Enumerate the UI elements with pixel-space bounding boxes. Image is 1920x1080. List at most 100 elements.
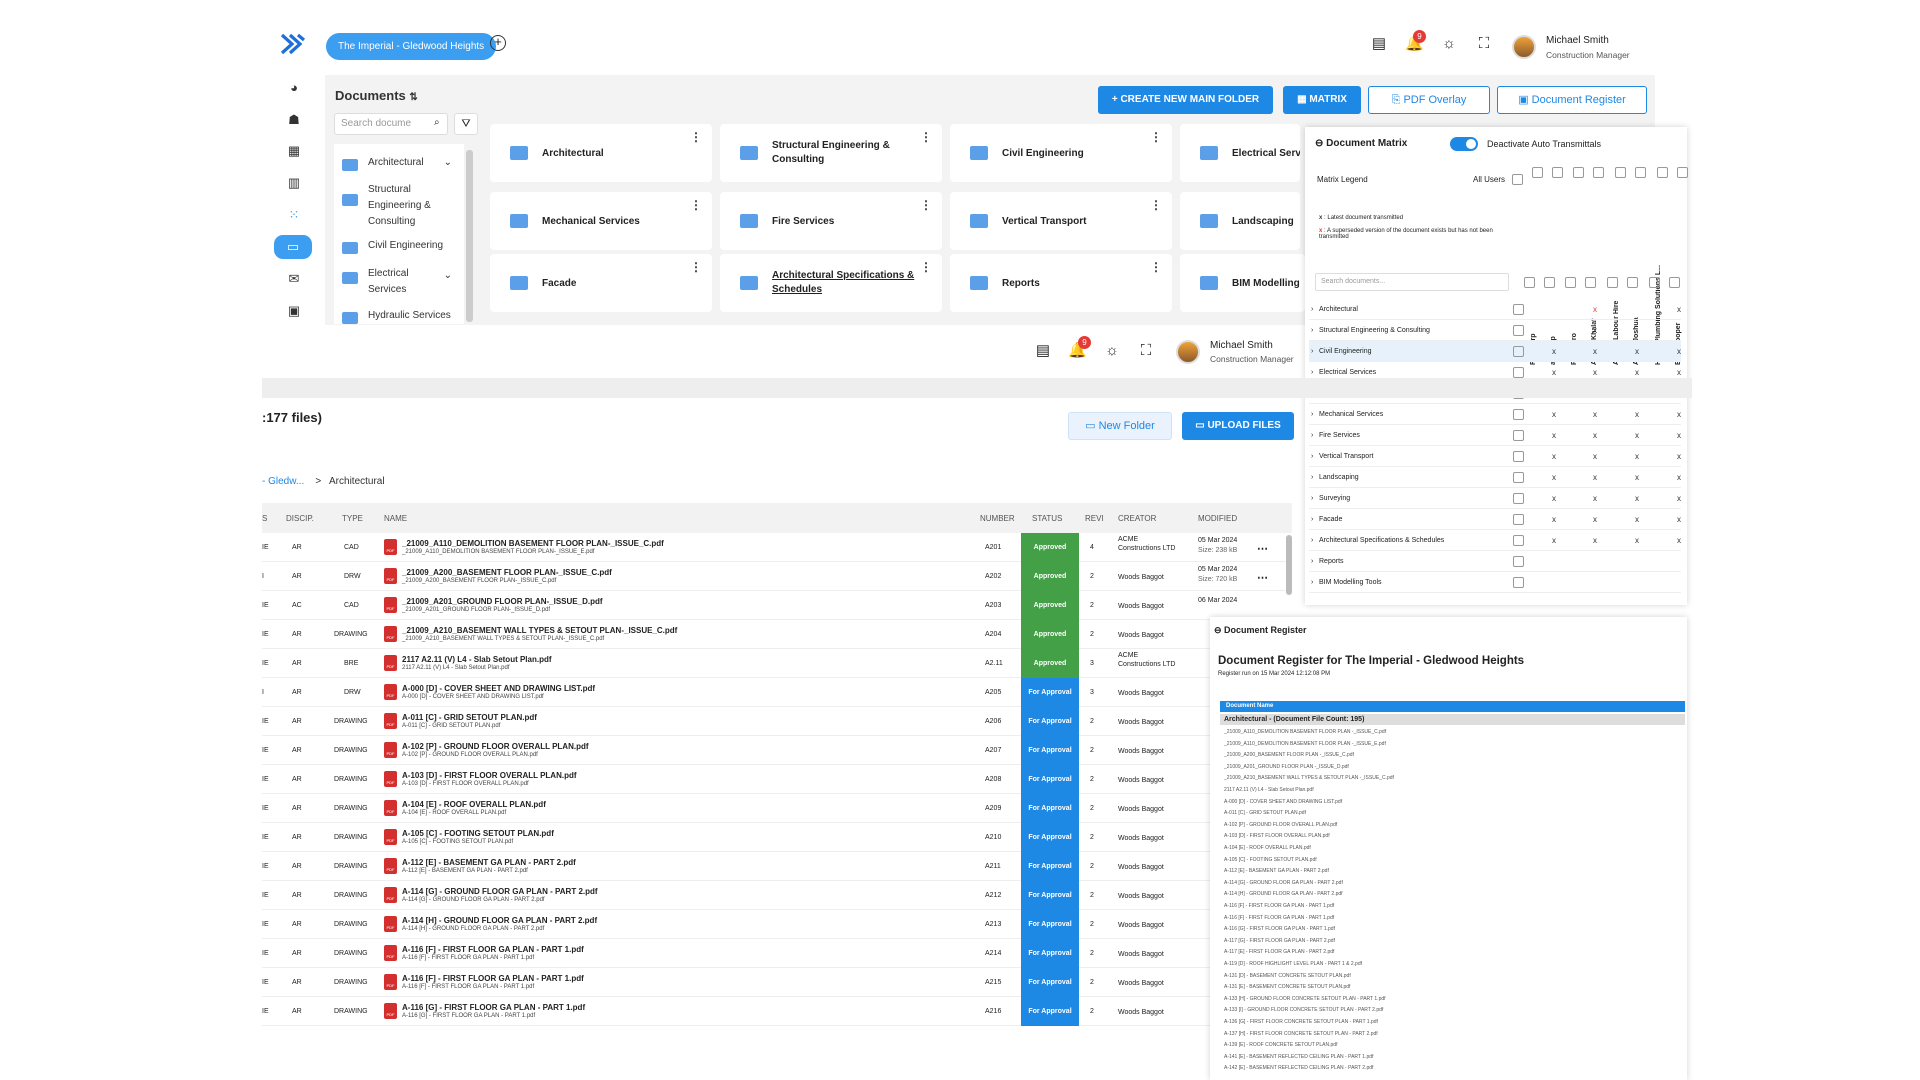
- create-folder-button[interactable]: + CREATE NEW MAIN FOLDER: [1098, 86, 1273, 114]
- folder-card[interactable]: Reports ⋮: [950, 254, 1172, 312]
- folder-card[interactable]: Vertical Transport ⋮: [950, 192, 1172, 250]
- matrix-row-checkbox[interactable]: [1513, 472, 1524, 483]
- matrix-column-checkbox[interactable]: [1552, 167, 1563, 178]
- more-icon[interactable]: ⋮: [690, 198, 702, 212]
- new-folder-button[interactable]: ▭ New Folder: [1068, 412, 1172, 440]
- tree-item-civil[interactable]: Civil Engineering: [342, 240, 443, 254]
- chevron-right-icon[interactable]: ›: [1311, 432, 1314, 439]
- chevron-right-icon[interactable]: ›: [1311, 516, 1314, 523]
- matrix-row[interactable]: Reports ›: [1309, 551, 1681, 572]
- avatar[interactable]: [1176, 340, 1200, 364]
- matrix-column-checkbox[interactable]: [1524, 277, 1535, 288]
- table-row[interactable]: I AR DRW PDF _21009_A200_BASEMENT FLOOR PLAN…: [262, 562, 1292, 591]
- search-input[interactable]: Search docume: [334, 113, 448, 135]
- upload-files-button[interactable]: ▭ UPLOAD FILES: [1182, 412, 1294, 440]
- cell-file-name[interactable]: 2117 A2.11 (V) L4 - Slab Setout Plan.pdf: [402, 655, 552, 664]
- pdf-overlay-button[interactable]: ⎘ PDF Overlay: [1368, 86, 1490, 114]
- matrix-column-checkbox[interactable]: [1532, 167, 1543, 178]
- dashboard-icon[interactable]: ◕: [290, 80, 298, 95]
- more-icon[interactable]: ⋯: [1257, 543, 1268, 555]
- more-icon[interactable]: ⋮: [1150, 198, 1162, 212]
- matrix-row[interactable]: Architectural Specifications & Schedules…: [1309, 530, 1681, 551]
- cell-file-name[interactable]: _21009_A200_BASEMENT FLOOR PLAN-_ISSUE_C…: [402, 568, 612, 577]
- matrix-row-checkbox[interactable]: [1513, 430, 1524, 441]
- matrix-row-checkbox[interactable]: [1513, 304, 1524, 315]
- matrix-row[interactable]: Landscaping › x x x x: [1309, 467, 1681, 488]
- matrix-row-checkbox[interactable]: [1513, 367, 1524, 378]
- chevron-right-icon[interactable]: ›: [1311, 495, 1314, 502]
- project-selector[interactable]: The Imperial - Gledwood Heights: [326, 33, 497, 60]
- matrix-column-checkbox[interactable]: [1565, 277, 1576, 288]
- table-row[interactable]: IE AR DRAWING PDF A-116 [F] - FIRST FLOOR GA…: [262, 939, 1292, 968]
- scrollbar[interactable]: [1286, 535, 1292, 595]
- chevron-right-icon[interactable]: ›: [1311, 453, 1314, 460]
- tree-item-structural[interactable]: Structural Engineering & Consulting: [342, 182, 442, 230]
- matrix-button[interactable]: ▦ MATRIX: [1283, 86, 1361, 114]
- cell-file-name[interactable]: A-116 [F] - FIRST FLOOR GA PLAN - PART 1…: [402, 945, 584, 954]
- matrix-column-checkbox[interactable]: [1657, 167, 1668, 178]
- matrix-column-checkbox[interactable]: [1593, 167, 1604, 178]
- matrix-column-checkbox[interactable]: [1635, 167, 1646, 178]
- table-row[interactable]: IE AR DRAWING PDF A-011 [C] - GRID SETOUT PL…: [262, 707, 1292, 736]
- fullscreen-icon[interactable]: ⛶: [1478, 35, 1490, 52]
- matrix-column-checkbox[interactable]: [1607, 277, 1618, 288]
- grid-dots-icon[interactable]: ⁙: [288, 207, 300, 222]
- chevron-right-icon[interactable]: ›: [1311, 579, 1314, 586]
- register-back[interactable]: ⊖ Document Register: [1214, 625, 1307, 635]
- matrix-row[interactable]: Facade › x x x x: [1309, 509, 1681, 530]
- app-logo-icon[interactable]: [280, 33, 306, 55]
- matrix-row-checkbox[interactable]: [1513, 514, 1524, 525]
- cell-file-name[interactable]: A-105 [C] - FOOTING SETOUT PLAN.pdf: [402, 829, 554, 838]
- table-row[interactable]: IE AR DRAWING PDF _21009_A210_BASEMENT WALL …: [262, 620, 1292, 649]
- matrix-row-checkbox[interactable]: [1513, 451, 1524, 462]
- folder-card[interactable]: Electrical Servi: [1180, 124, 1300, 182]
- matrix-row-checkbox[interactable]: [1513, 556, 1524, 567]
- matrix-row-checkbox[interactable]: [1513, 535, 1524, 546]
- folder-card[interactable]: Landscaping: [1180, 192, 1300, 250]
- table-row[interactable]: IE AR CAD PDF _21009_A110_DEMOLITION BASEMEN…: [262, 533, 1292, 562]
- cell-file-name[interactable]: A-104 [E] - ROOF OVERALL PLAN.pdf: [402, 800, 546, 809]
- cell-file-name[interactable]: A-114 [G] - GROUND FLOOR GA PLAN - PART …: [402, 887, 598, 896]
- chevron-right-icon[interactable]: ›: [1311, 306, 1314, 313]
- auto-transmittal-toggle[interactable]: [1450, 137, 1478, 151]
- cell-file-name[interactable]: A-000 [D] - COVER SHEET AND DRAWING LIST…: [402, 684, 596, 693]
- more-icon[interactable]: ⋮: [920, 260, 932, 274]
- matrix-row[interactable]: Vertical Transport › x x x x: [1309, 446, 1681, 467]
- filter-button[interactable]: ⛛: [454, 113, 478, 135]
- table-row[interactable]: IE AR DRAWING PDF A-105 [C] - FOOTING SETOUT…: [262, 823, 1292, 852]
- matrix-row-checkbox[interactable]: [1513, 325, 1524, 336]
- table-row[interactable]: IE AR BRE PDF 2117 A2.11 (V) L4 - Slab Setou…: [262, 649, 1292, 678]
- cell-file-name[interactable]: A-112 [E] - BASEMENT GA PLAN - PART 2.pd…: [402, 858, 576, 867]
- table-row[interactable]: IE AR DRAWING PDF A-114 [G] - GROUND FLOOR G…: [262, 881, 1292, 910]
- table-row[interactable]: IE AR DRAWING PDF A-104 [E] - ROOF OVERALL P…: [262, 794, 1292, 823]
- cell-file-name[interactable]: A-011 [C] - GRID SETOUT PLAN.pdf: [402, 713, 537, 722]
- table-row[interactable]: IE AR DRAWING PDF A-116 [F] - FIRST FLOOR GA…: [262, 968, 1292, 997]
- chevron-right-icon[interactable]: ›: [1311, 537, 1314, 544]
- matrix-row[interactable]: Structural Engineering & Consulting › x: [1309, 320, 1681, 341]
- matrix-column-checkbox[interactable]: [1649, 277, 1660, 288]
- matrix-column-checkbox[interactable]: [1615, 167, 1626, 178]
- more-icon[interactable]: ⋮: [920, 130, 932, 144]
- matrix-column-checkbox[interactable]: [1573, 167, 1584, 178]
- matrix-row[interactable]: Fire Services › x x x x: [1309, 425, 1681, 446]
- matrix-column-checkbox[interactable]: [1585, 277, 1596, 288]
- matrix-column-checkbox[interactable]: [1544, 277, 1555, 288]
- table-row[interactable]: IE AR DRAWING PDF A-116 [G] - FIRST FLOOR GA…: [262, 997, 1292, 1026]
- tree-item-hydraulic[interactable]: Hydraulic Services: [342, 310, 451, 324]
- matrix-column-checkbox[interactable]: [1669, 277, 1680, 288]
- chevron-down-icon[interactable]: ⌄: [443, 270, 452, 281]
- table-row[interactable]: IE AR DRAWING PDF A-103 [D] - FIRST FLOOR OV…: [262, 765, 1292, 794]
- chevron-right-icon[interactable]: ›: [1311, 327, 1314, 334]
- more-icon[interactable]: ⋮: [1150, 260, 1162, 274]
- book-icon[interactable]: ▥: [287, 175, 301, 190]
- folder-card[interactable]: Structural Engineering & Consulting ⋮: [720, 124, 942, 182]
- add-project-icon[interactable]: +: [490, 35, 506, 51]
- matrix-row[interactable]: BIM Modelling Tools ›: [1309, 572, 1681, 593]
- tree-item-architectural[interactable]: Architectural ⌄: [342, 157, 452, 171]
- chevron-right-icon[interactable]: ›: [1311, 474, 1314, 481]
- cell-file-name[interactable]: A-116 [G] - FIRST FLOOR GA PLAN - PART 1…: [402, 1003, 586, 1012]
- matrix-row[interactable]: Architectural › x x: [1309, 299, 1681, 320]
- matrix-row-checkbox[interactable]: [1513, 346, 1524, 357]
- folder-card[interactable]: BIM Modelling: [1180, 254, 1305, 312]
- chevron-down-icon[interactable]: ⌄: [443, 157, 452, 168]
